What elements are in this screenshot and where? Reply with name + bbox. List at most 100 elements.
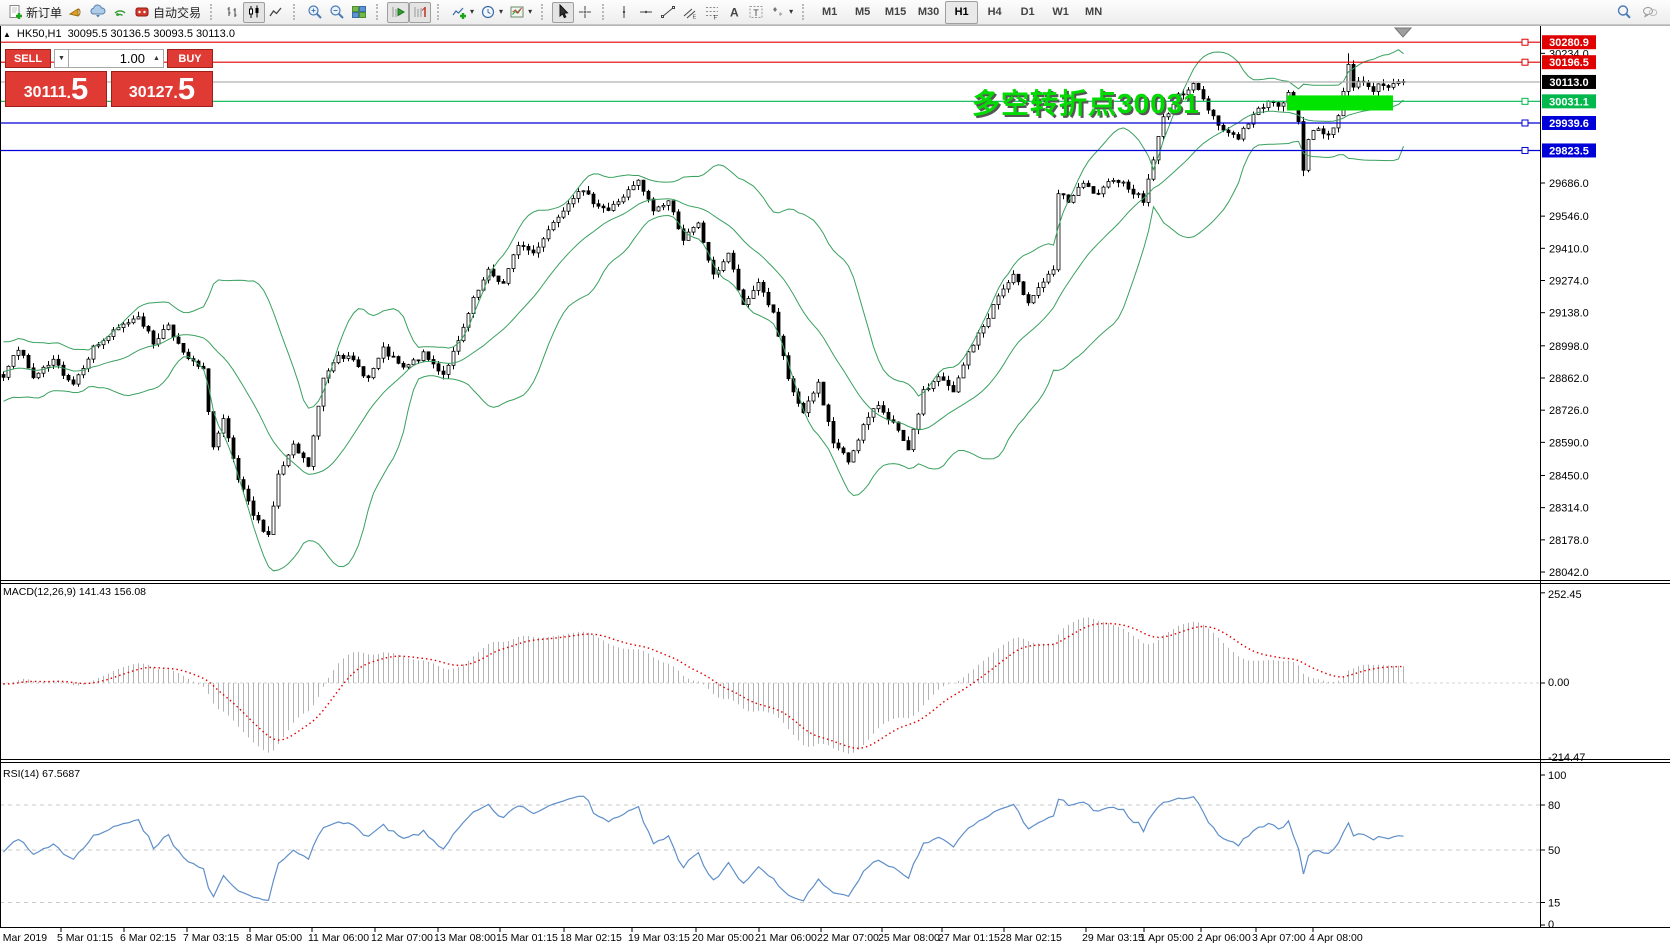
horizontal-line-button[interactable] — [635, 2, 657, 23]
candle-down — [1321, 128, 1326, 135]
timeframe-mn[interactable]: MN — [1085, 6, 1103, 18]
timeframe-h1[interactable]: H1 — [945, 0, 979, 24]
chart-shift-button[interactable] — [409, 1, 432, 23]
zoom-out-button[interactable] — [326, 2, 348, 23]
time-tick-label: 2 Apr 06:00 — [1197, 932, 1251, 944]
level-line-handle[interactable] — [1521, 38, 1529, 46]
candle-up — [1241, 127, 1246, 140]
autotrading-label: 自动交易 — [153, 5, 202, 20]
bb-lower — [3, 140, 1404, 572]
tile-windows-button[interactable] — [348, 2, 370, 23]
candle-down — [741, 289, 746, 305]
candle-up — [876, 405, 881, 410]
candle-up — [16, 349, 21, 356]
timeframe-m1[interactable]: M1 — [821, 6, 838, 18]
timeframe-w1[interactable]: W1 — [1052, 6, 1069, 18]
new-order-button[interactable]: 新订单 — [4, 2, 65, 23]
vertical-line-button[interactable] — [613, 2, 635, 23]
candle-down — [526, 245, 531, 251]
candle-down — [596, 203, 601, 207]
candle-up — [911, 428, 916, 451]
candle-up — [991, 304, 996, 319]
rsi-tick-label: 0 — [1548, 919, 1554, 931]
level-line-handle[interactable] — [1521, 119, 1529, 127]
timeframe-d1[interactable]: D1 — [1020, 6, 1035, 18]
megaphone-button[interactable] — [65, 2, 87, 23]
timeframe-h4[interactable]: H4 — [987, 6, 1002, 18]
sell-button[interactable]: SELL — [5, 49, 51, 68]
templates-button[interactable]: ▾ — [506, 2, 535, 23]
candle-down — [1381, 83, 1386, 87]
arrow-down-marker[interactable] — [1393, 27, 1413, 38]
vertical-line-icon — [622, 6, 626, 18]
search-icon[interactable] — [1616, 4, 1632, 20]
candle-down — [681, 228, 686, 241]
candle-down — [1086, 182, 1091, 187]
candle-up — [561, 210, 566, 218]
candle-up — [131, 318, 136, 324]
highlight-zone[interactable] — [1287, 95, 1393, 111]
zoom-in-button[interactable] — [304, 2, 326, 23]
crosshair-icon — [579, 6, 592, 18]
indicators-button[interactable]: ▾ — [448, 2, 477, 23]
auto-scroll-icon — [392, 7, 406, 17]
chat-icon[interactable] — [1642, 4, 1658, 20]
trendline-button[interactable] — [657, 2, 679, 23]
candle-down — [386, 346, 391, 357]
price-tick-label: 29274.0 — [1549, 275, 1589, 287]
sell-price-button[interactable]: 30111. 5 — [5, 71, 107, 107]
level-line-handle[interactable] — [1521, 97, 1529, 105]
candle-up — [686, 231, 691, 241]
signal-icon — [114, 10, 126, 17]
collapse-icon[interactable]: ▲ — [3, 29, 11, 39]
bar-chart-icon — [227, 7, 237, 17]
timeframe-m15[interactable]: M15 — [884, 6, 907, 18]
clock-icon — [481, 5, 495, 19]
crosshair-button[interactable] — [574, 2, 596, 23]
candle-down — [401, 362, 406, 368]
candle-down — [491, 268, 496, 277]
candle-down — [771, 304, 776, 313]
price-tick-label: 28726.0 — [1549, 405, 1589, 417]
line-chart-button[interactable] — [265, 2, 287, 23]
candle-up — [806, 400, 811, 414]
level-line-handle[interactable] — [1521, 146, 1529, 154]
candle-down — [1116, 179, 1121, 183]
volume-increase-button[interactable]: ▲ — [150, 49, 164, 68]
text-button[interactable]: A — [723, 2, 745, 23]
candlestick-chart-button[interactable] — [243, 1, 266, 23]
buy-price-button[interactable]: 30127. 5 — [111, 71, 213, 107]
signals-button[interactable] — [109, 2, 131, 23]
candle-down — [826, 404, 831, 422]
volume-decrease-button[interactable]: ▼ — [54, 49, 69, 68]
rsi-tick-label: 15 — [1548, 898, 1560, 910]
auto-scroll-button[interactable] — [387, 1, 410, 23]
timeframe-m5[interactable]: M5 — [854, 6, 871, 18]
candle-up — [136, 316, 141, 320]
autotrading-button[interactable]: 自动交易 — [131, 2, 204, 23]
channel-button[interactable]: E — [679, 2, 701, 23]
volume-input[interactable] — [69, 49, 150, 68]
candle-up — [931, 380, 936, 389]
candle-up — [121, 323, 126, 329]
candle-up — [76, 374, 81, 385]
svg-text:T: T — [753, 8, 759, 18]
cursor-button[interactable] — [552, 1, 575, 23]
time-tick-label: 11 Mar 06:00 — [308, 932, 369, 944]
shapes-button[interactable]: ▾ — [767, 2, 796, 23]
candle-up — [961, 364, 966, 379]
candle-up — [276, 473, 281, 507]
profile-button[interactable] — [87, 2, 109, 23]
buy-button[interactable]: BUY — [167, 49, 213, 68]
periods-button[interactable]: ▾ — [477, 2, 506, 23]
level-line-handle[interactable] — [1521, 58, 1529, 66]
candle-up — [1391, 83, 1396, 88]
bar-chart-button[interactable] — [221, 2, 243, 23]
fibonacci-button[interactable]: F — [701, 2, 723, 23]
dropdown-caret-icon: ▾ — [499, 7, 504, 16]
text-label-button[interactable]: T — [745, 2, 767, 23]
candle-down — [1, 374, 6, 378]
timeframe-m30[interactable]: M30 — [917, 6, 940, 18]
symbol-period-label: HK50,H1 — [16, 28, 62, 40]
